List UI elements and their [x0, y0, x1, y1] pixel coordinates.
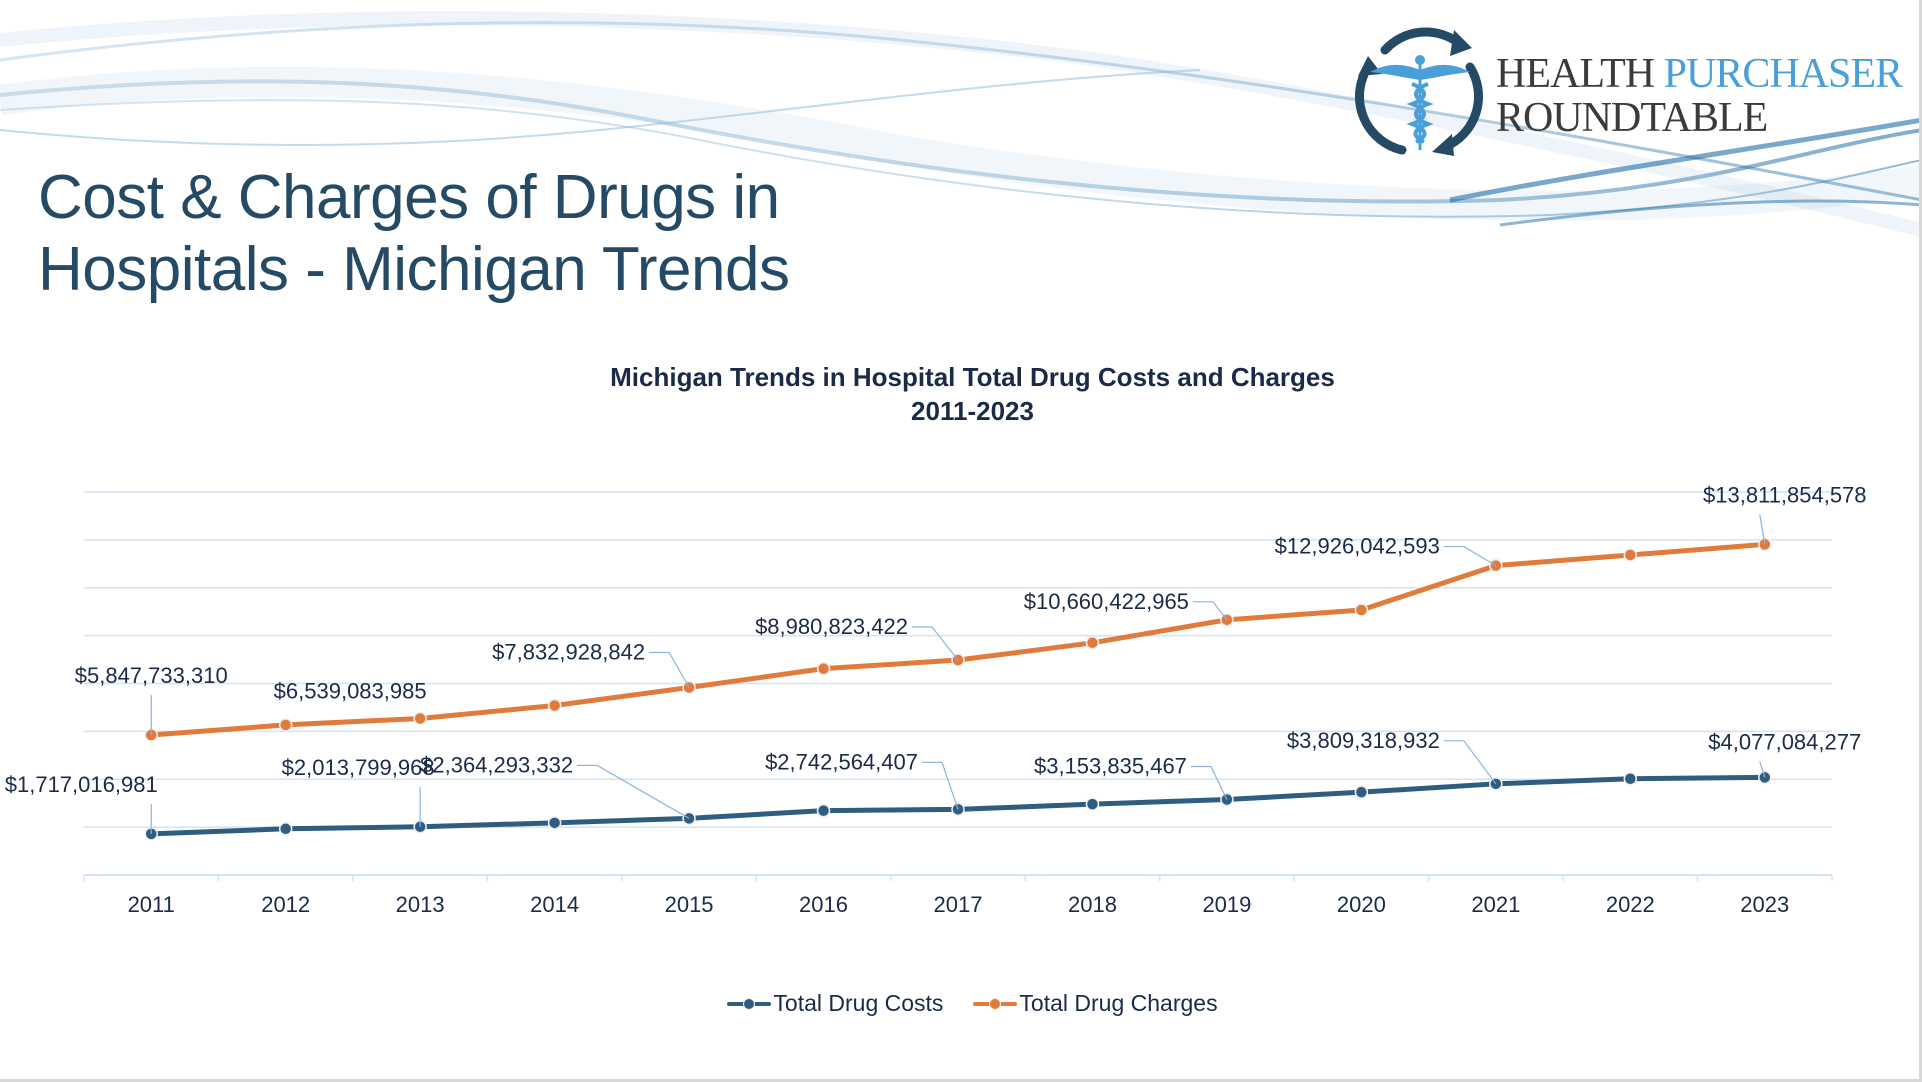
label-leader-line	[1190, 765, 1228, 800]
data-point	[1085, 636, 1100, 650]
x-tick-label: 2015	[665, 892, 714, 917]
label-leader-line	[1443, 545, 1497, 567]
data-label: $12,926,042,593	[1275, 534, 1440, 559]
data-point	[1623, 548, 1638, 562]
data-label: $6,539,083,985	[274, 678, 427, 703]
x-tick-label: 2019	[1202, 892, 1251, 917]
label-leader-line	[577, 764, 690, 819]
data-point	[816, 661, 831, 676]
x-tick-label: 2020	[1337, 892, 1386, 917]
legend-item-total-drug-costs[interactable]: Total Drug Costs	[727, 990, 943, 1017]
chart-title-main: Michigan Trends in Hospital Total Drug C…	[610, 362, 1335, 392]
data-label: $1,717,016,981	[5, 772, 158, 797]
data-point	[278, 718, 293, 732]
label-leader-line	[1443, 740, 1497, 785]
data-label: $8,980,823,422	[755, 614, 908, 639]
data-point	[547, 698, 562, 713]
legend-swatch-charges	[973, 997, 1018, 1011]
x-tick-label: 2016	[799, 892, 848, 917]
legend-swatch-costs	[727, 997, 772, 1011]
logo-wordmark: HEALTH PURCHASER ROUNDTABLE	[1496, 51, 1903, 141]
data-point	[1623, 772, 1638, 786]
legend-label-costs: Total Drug Costs	[773, 990, 944, 1016]
x-tick-label: 2023	[1740, 892, 1789, 917]
x-tick-label: 2013	[396, 892, 445, 917]
chart-title: Michigan Trends in Hospital Total Drug C…	[0, 360, 1919, 428]
legend-label-charges: Total Drug Charges	[1019, 990, 1218, 1016]
gridlines	[84, 491, 1832, 828]
label-leader-line	[649, 651, 690, 688]
series-total-drug-charges	[144, 537, 1772, 742]
label-leader-line	[1192, 601, 1228, 621]
x-tick-label: 2014	[530, 892, 579, 917]
data-point	[1085, 797, 1100, 811]
x-tick-label: 2021	[1471, 892, 1520, 917]
logo-word-purchaser: PURCHASER	[1663, 51, 1903, 97]
background-wave-decoration	[0, 11, 1919, 237]
logo-word-roundtable: ROUNDTABLE	[1496, 95, 1768, 141]
data-label: $2,013,799,968	[282, 755, 435, 780]
data-point	[278, 822, 293, 836]
label-leader-line	[912, 626, 959, 661]
x-tick-label: 2017	[934, 892, 983, 917]
chart-legend: Total Drug Costs Total Drug Charges	[0, 990, 1919, 1017]
data-label: $7,832,928,842	[492, 639, 645, 664]
label-leader-line	[922, 761, 959, 810]
data-label: $3,809,318,932	[1287, 728, 1440, 753]
data-label: $10,660,422,965	[1024, 589, 1189, 614]
logo-word-health: HEALTH	[1496, 51, 1655, 97]
data-point	[1489, 777, 1503, 791]
health-purchaser-roundtable-logo: HEALTH PURCHASER ROUNDTABLE	[1350, 22, 1910, 172]
x-tick-label: 2011	[128, 892, 175, 917]
label-leader-line	[1759, 514, 1766, 545]
data-point	[816, 803, 831, 818]
page-title-line-1: Cost & Charges of Drugs in	[38, 163, 780, 232]
data-point	[1354, 603, 1369, 617]
x-tick-label: 2018	[1068, 892, 1117, 917]
data-point	[547, 816, 562, 830]
series-line	[151, 541, 1765, 738]
data-label: $3,153,835,467	[1034, 754, 1187, 779]
data-point	[1489, 558, 1503, 573]
legend-item-total-drug-charges[interactable]: Total Drug Charges	[973, 990, 1218, 1017]
x-axis: 2011 2012 2013 2014 2015 2016 2017 2018 2019 2020…	[83, 874, 1833, 917]
x-tick-label: 2012	[261, 892, 310, 917]
line-chart: Michigan Trends in Hospital Total Drug C…	[0, 340, 1919, 1040]
data-label: $13,811,854,578	[1703, 482, 1867, 507]
page-title: Cost & Charges of Drugs in Hospitals - M…	[38, 162, 790, 306]
data-label: $2,742,564,407	[765, 749, 918, 774]
data-label: $5,847,733,310	[75, 663, 228, 688]
x-tick-label: 2022	[1606, 892, 1655, 917]
data-point	[413, 711, 427, 726]
caduceus-cycle-icon	[1354, 27, 1483, 156]
chart-plot-area: 2011 2012 2013 2014 2015 2016 2017 2018 2019 2020…	[5, 482, 1867, 917]
data-label: $4,077,084,277	[1708, 729, 1861, 754]
label-leader-line	[1759, 761, 1766, 778]
data-point	[1220, 613, 1234, 627]
page-title-line-2: Hospitals - Michigan Trends	[38, 235, 790, 304]
data-label: $2,364,293,332	[420, 752, 573, 777]
chart-title-subtitle: 2011-2023	[911, 396, 1034, 426]
data-point	[1354, 785, 1369, 799]
data-labels: $1,717,016,981 $2,013,799,968$2,364,293,3…	[5, 482, 1867, 834]
series-total-drug-costs	[144, 770, 1772, 841]
